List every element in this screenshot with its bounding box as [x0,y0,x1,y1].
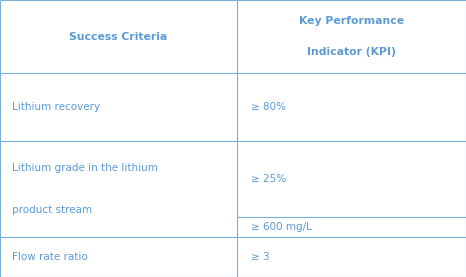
Text: product stream: product stream [12,205,92,215]
Text: ≥ 80%: ≥ 80% [251,102,286,112]
Text: Indicator (KPI): Indicator (KPI) [307,47,396,57]
Text: Flow rate ratio: Flow rate ratio [12,252,88,262]
Text: Success Criteria: Success Criteria [69,32,167,42]
Text: Key Performance: Key Performance [299,16,404,27]
Text: ≥ 3: ≥ 3 [251,252,269,262]
Text: ≥ 25%: ≥ 25% [251,174,286,184]
Text: Lithium grade in the lithium: Lithium grade in the lithium [12,163,158,173]
Text: ≥ 600 mg/L: ≥ 600 mg/L [251,222,312,232]
Text: Lithium recovery: Lithium recovery [12,102,100,112]
